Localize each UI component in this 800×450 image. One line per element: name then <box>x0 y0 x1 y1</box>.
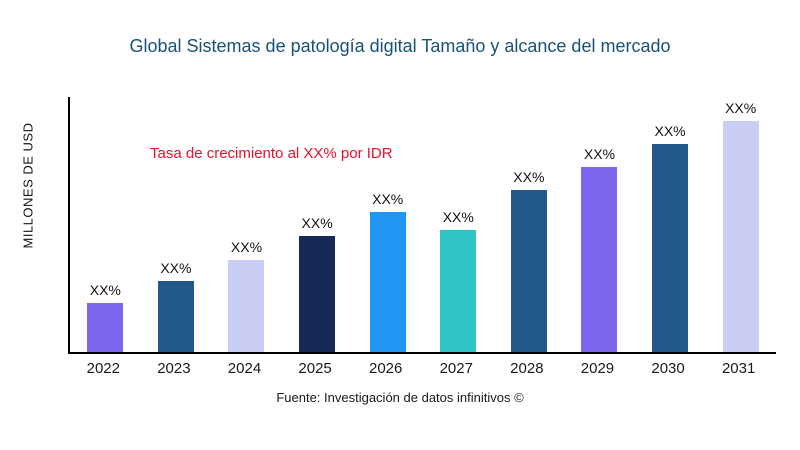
bar-column-2022: XX% <box>70 97 140 352</box>
x-tick-label-2026: 2026 <box>368 360 403 377</box>
chart-title: Global Sistemas de patología digital Tam… <box>129 36 671 56</box>
x-tick-label-2029: 2029 <box>580 360 615 377</box>
bar-2029 <box>581 167 618 352</box>
bar-2027 <box>440 230 477 352</box>
bar-column-2029: XX% <box>564 97 634 352</box>
bar-column-2025: XX% <box>282 97 352 352</box>
x-tick-label-2022: 2022 <box>86 360 120 377</box>
source-note: Fuente: Investigación de datos infinitiv… <box>276 390 524 405</box>
x-tick-label-2024: 2024 <box>227 360 262 377</box>
bar-2025 <box>299 236 336 352</box>
bar-column-2024: XX% <box>211 97 281 352</box>
bar-2030 <box>652 144 689 352</box>
bar-2023 <box>157 281 194 352</box>
x-tick-label-2030: 2030 <box>651 360 685 377</box>
bar-column-2023: XX% <box>141 97 211 352</box>
bar-value-label-2029: XX% <box>583 146 616 162</box>
bar-value-label-2023: XX% <box>160 260 192 276</box>
bar-2031 <box>722 121 759 352</box>
bar-value-label-2025: XX% <box>301 215 333 231</box>
bar-2024 <box>228 260 265 352</box>
bar-value-label-2026: XX% <box>372 191 404 207</box>
x-tick-label-2025: 2025 <box>298 360 332 377</box>
bar-2022 <box>87 303 124 352</box>
bar-value-label-2031: XX% <box>725 100 757 116</box>
bar-column-2030: XX% <box>635 97 705 352</box>
plot-area: XX% XX% XX% XX% XX% XX% XX% XX% XX% XX% <box>68 97 776 354</box>
bar-column-2026: XX% <box>353 97 423 352</box>
bar-2026 <box>369 212 406 352</box>
bar-value-label-2027: XX% <box>442 209 474 225</box>
bar-column-2027: XX% <box>423 97 493 352</box>
x-tick-label-2027: 2027 <box>439 360 473 377</box>
x-tick-label-2028: 2028 <box>510 360 544 377</box>
x-axis-labels: 2022 2023 2024 2025 2026 2027 2028 2029 2030 2031 <box>68 360 774 377</box>
bar-value-label-2028: XX% <box>513 169 545 185</box>
y-axis-label: MILLONES DE USD <box>20 122 36 249</box>
bar-value-label-2030: XX% <box>654 123 686 139</box>
x-tick-label-2023: 2023 <box>157 360 191 377</box>
bar-value-label-2024: XX% <box>230 239 263 255</box>
bar-2028 <box>510 190 547 352</box>
bar-column-2031: XX% <box>706 97 776 352</box>
growth-annotation: Tasa de crecimiento al XX% por IDR <box>150 145 393 162</box>
bar-column-2028: XX% <box>494 97 564 352</box>
bar-value-label-2022: XX% <box>89 282 121 298</box>
x-tick-label-2031: 2031 <box>721 360 756 377</box>
